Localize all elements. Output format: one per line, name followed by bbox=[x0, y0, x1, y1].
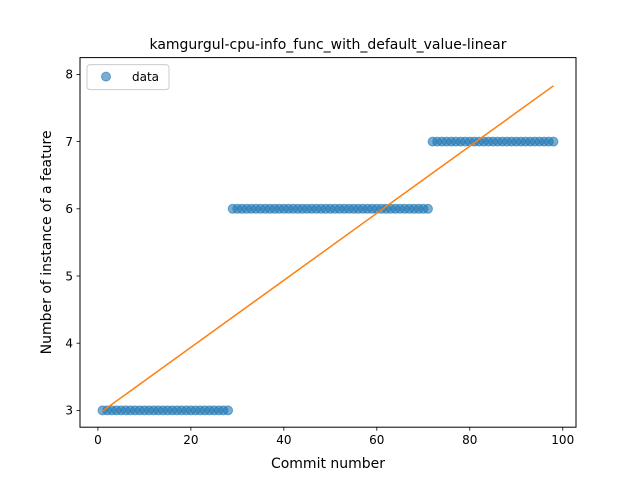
y-tick-label: 6 bbox=[65, 202, 73, 216]
axes-frame bbox=[79, 57, 577, 428]
x-tick-label: 60 bbox=[369, 433, 384, 447]
chart-title: kamgurgul-cpu-info_func_with_default_val… bbox=[149, 37, 506, 53]
legend-label-data: data bbox=[132, 70, 159, 84]
data-point bbox=[422, 203, 433, 214]
data-point bbox=[223, 405, 234, 416]
y-tick-label: 5 bbox=[65, 269, 73, 283]
x-tick-label: 0 bbox=[94, 433, 102, 447]
x-tick-label: 80 bbox=[462, 433, 477, 447]
axis-ticks: 0 20 40 60 80 100 3 4 5 6 7 8 bbox=[65, 68, 574, 448]
x-tick-label: 20 bbox=[183, 433, 198, 447]
x-tick-label: 40 bbox=[276, 433, 291, 447]
x-tick-label: 100 bbox=[551, 433, 574, 447]
trend-line bbox=[102, 85, 554, 412]
y-tick-label: 7 bbox=[65, 135, 73, 149]
data-point bbox=[548, 136, 559, 147]
legend-box bbox=[86, 64, 170, 91]
x-axis-label: Commit number bbox=[271, 456, 385, 472]
legend: data bbox=[86, 64, 170, 91]
plot-content bbox=[97, 85, 559, 416]
legend-marker-data bbox=[101, 71, 111, 82]
y-axis-label: Number of instance of a feature bbox=[39, 130, 55, 354]
y-tick-label: 8 bbox=[65, 68, 73, 82]
y-tick-label: 4 bbox=[65, 337, 73, 351]
y-tick-label: 3 bbox=[65, 404, 73, 418]
